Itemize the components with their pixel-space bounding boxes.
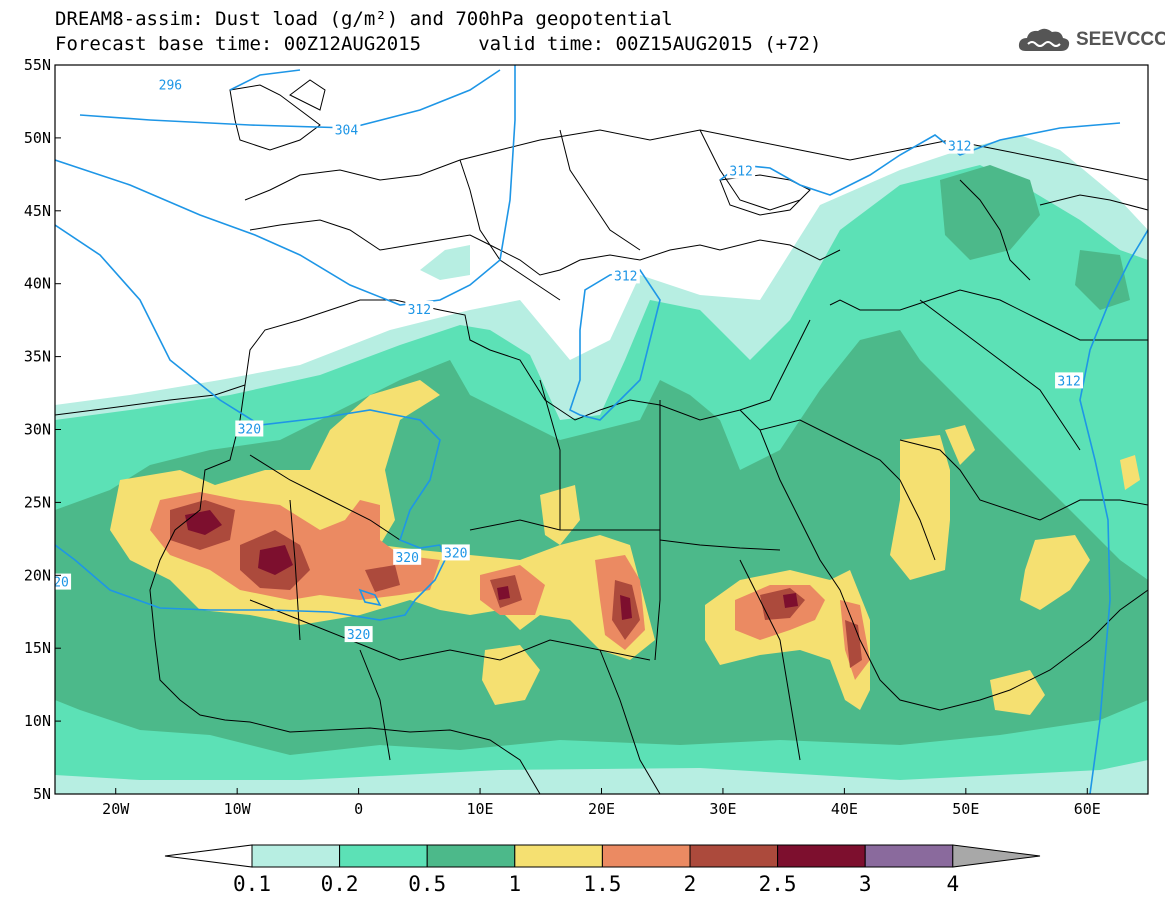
colorbar-segment xyxy=(689,844,779,868)
lon-tick-label: 20W xyxy=(102,800,130,818)
colorbar-label: 1.5 xyxy=(583,872,621,896)
colorbar-label: 2.5 xyxy=(759,872,797,896)
lat-tick-label: 5N xyxy=(33,785,51,803)
contour-label: 320 xyxy=(238,423,261,438)
contour-label-bg xyxy=(156,76,185,93)
colorbar-segment-high xyxy=(952,844,1041,868)
lon-tick-label: 60E xyxy=(1074,800,1101,818)
contour-label: 296 xyxy=(159,78,182,93)
contour-label: 312 xyxy=(948,140,971,155)
lat-tick-label: 25N xyxy=(24,493,51,511)
contour-label-bg xyxy=(727,162,756,179)
contour-label-bg xyxy=(344,626,373,643)
contour-label-bg xyxy=(441,544,470,561)
contour-label-bg xyxy=(611,267,640,284)
lon-tick-label: 30E xyxy=(709,800,736,818)
lat-tick-label: 30N xyxy=(24,421,51,439)
lat-tick-label: 40N xyxy=(24,275,51,293)
axis-ticks: 20W 10W 0 10E 20E 30E 40E 50E 60E 55N 50N 45N 40N 35N… xyxy=(24,56,1101,818)
lat-tick-label: 45N xyxy=(24,202,51,220)
contour-label: 312 xyxy=(1057,374,1080,389)
colorbar-segment xyxy=(601,844,691,868)
dust-level-2.5 xyxy=(185,510,798,620)
contour-label-bg xyxy=(393,548,422,565)
contour-label: 20 xyxy=(53,576,69,591)
contour-label-bg xyxy=(405,300,434,317)
lon-tick-label: 10E xyxy=(467,800,494,818)
title-line-2: Forecast base time: 00Z12AUG2015 valid t… xyxy=(55,33,822,55)
geopotential-contours xyxy=(55,65,1148,794)
contour-label: 320 xyxy=(444,546,467,561)
lat-tick-label: 15N xyxy=(24,639,51,657)
colorbar-label: 1 xyxy=(508,872,521,896)
contour-labels: 296 304 312 312 312 312 312 320 320 320 320 20 xyxy=(53,76,1084,643)
lon-tick-label: 50E xyxy=(952,800,979,818)
colorbar-label: 2 xyxy=(684,872,697,896)
lon-tick-label: 40E xyxy=(831,800,858,818)
logo-text: SEEVCCC xyxy=(1076,29,1165,50)
contour-label-bg xyxy=(332,121,361,138)
contour-label: 320 xyxy=(347,628,370,643)
colorbar-label: 0.5 xyxy=(408,872,446,896)
contour-label-bg xyxy=(55,573,72,590)
contour-label-bg xyxy=(945,137,974,154)
lat-tick-label: 10N xyxy=(24,712,51,730)
contour-label: 312 xyxy=(614,269,637,284)
colorbar: 0.1 0.2 0.5 1 1.5 2 2.5 3 4 xyxy=(164,844,1041,896)
colorbar-segment xyxy=(339,844,428,868)
colorbar-label: 0.2 xyxy=(321,872,359,896)
lon-tick-label: 20E xyxy=(588,800,615,818)
lon-tick-label: 10W xyxy=(224,800,252,818)
lat-tick-label: 20N xyxy=(24,566,51,584)
colorbar-segment xyxy=(514,844,603,868)
colorbar-segment xyxy=(777,844,866,868)
title-line-1: DREAM8-assim: Dust load (g/m²) and 700hP… xyxy=(55,8,673,30)
colorbar-segment xyxy=(864,844,954,868)
lat-tick-label: 35N xyxy=(24,348,51,366)
seevccc-logo: SEEVCCC xyxy=(1018,25,1165,55)
lon-tick-label: 0 xyxy=(354,800,363,818)
contour-label-bg xyxy=(1055,372,1084,389)
contour-label: 320 xyxy=(395,551,418,566)
contour-label-bg xyxy=(235,420,264,437)
contour-label: 312 xyxy=(729,164,752,179)
colorbar-segment xyxy=(426,844,516,868)
lat-tick-label: 55N xyxy=(24,56,51,74)
cloud-logo-icon xyxy=(1018,28,1070,51)
colorbar-label: 3 xyxy=(859,872,872,896)
colorbar-segment xyxy=(251,844,341,868)
contour-label: 304 xyxy=(335,124,359,139)
colorbar-label: 0.1 xyxy=(233,872,271,896)
contour-label: 312 xyxy=(408,303,431,318)
colorbar-segment-low xyxy=(164,844,253,868)
colorbar-label: 4 xyxy=(946,872,959,896)
lat-tick-label: 50N xyxy=(24,129,51,147)
